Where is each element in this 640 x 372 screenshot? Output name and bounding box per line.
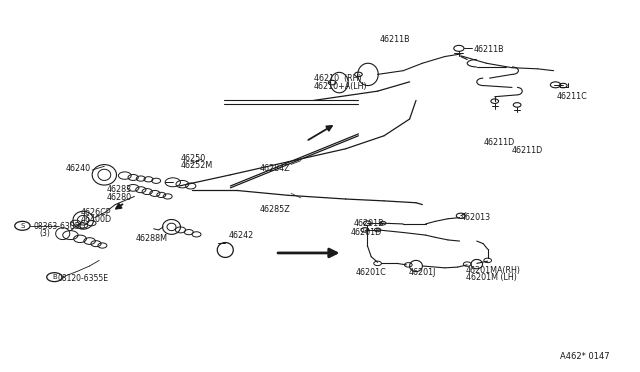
Text: 46285Z: 46285Z [259,205,290,214]
Text: 46201D: 46201D [351,228,382,237]
Text: S: S [20,223,24,229]
Text: 46201B: 46201B [353,219,384,228]
Text: 46242: 46242 [229,231,254,240]
Text: 46288M: 46288M [136,234,168,243]
Text: 46201MA(RH): 46201MA(RH) [466,266,521,275]
Text: 46211B: 46211B [474,45,504,54]
Text: 46201C: 46201C [356,268,387,277]
Text: 46210+A(LH): 46210+A(LH) [314,82,367,91]
Text: B: B [52,274,57,280]
Text: (3): (3) [40,229,51,238]
Text: 08363-6305D: 08363-6305D [34,222,86,231]
Text: 46283: 46283 [106,185,131,194]
Text: 46240: 46240 [66,164,91,173]
Text: 46210  (RH): 46210 (RH) [314,74,361,83]
Text: 46211D: 46211D [512,146,543,155]
Text: 46252M: 46252M [180,161,212,170]
Text: 46211B: 46211B [380,35,410,44]
Text: 46284Z: 46284Z [259,164,290,173]
Text: 46211C: 46211C [557,92,588,101]
Text: 46400D: 46400D [81,215,112,224]
Text: 46201J: 46201J [408,268,436,277]
Text: 4626CP: 4626CP [81,208,111,217]
Text: 46201M (LH): 46201M (LH) [466,273,516,282]
Text: 46250: 46250 [180,154,205,163]
Text: 08120-6355E: 08120-6355E [58,274,109,283]
Text: 46280: 46280 [106,193,131,202]
Text: 462013: 462013 [461,213,491,222]
Text: 46211D: 46211D [484,138,515,147]
Text: A462* 0147: A462* 0147 [560,352,610,361]
